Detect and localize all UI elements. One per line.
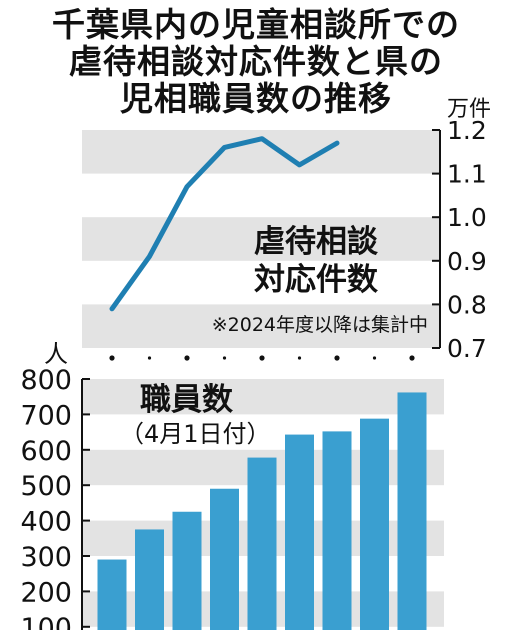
x-category-dot [297, 356, 302, 360]
bar-y-tick-label: 200 [20, 577, 72, 608]
bar [97, 559, 127, 630]
bar [172, 511, 202, 630]
line-y-tick-label: 0.7 [447, 334, 487, 363]
bar-y-tick-label: 600 [20, 436, 72, 467]
bar-y-unit: 人 [44, 340, 68, 368]
title-line-2: 虐待相談対応件数と県の [69, 42, 443, 81]
title-line-1: 千葉県内の児童相談所での [52, 5, 460, 44]
title-line-3: 児相職員数の推移 [120, 79, 392, 118]
bar-y-tick-label: 500 [20, 471, 72, 502]
line-band [82, 217, 440, 261]
x-category-dot [409, 355, 415, 361]
bar [247, 457, 277, 630]
line-y-tick-label: 1.0 [447, 203, 487, 232]
x-category-dot [147, 356, 152, 360]
x-category-dot [259, 355, 265, 361]
bar-y-tick-label: 800 [20, 365, 72, 396]
x-category-dot [222, 356, 227, 360]
line-y-unit: 万件 [447, 97, 491, 122]
x-category-dot [184, 355, 190, 361]
bar [210, 488, 239, 630]
x-category-dot [334, 355, 340, 361]
chart-title: 千葉県内の児童相談所での 虐待相談対応件数と県の 児相職員数の推移 [0, 6, 512, 117]
bar [322, 431, 352, 630]
line-y-tick-label: 0.9 [447, 247, 487, 276]
bar-y-tick-label: 300 [20, 542, 72, 573]
x-category-dot [372, 356, 377, 360]
bar [360, 418, 389, 630]
bar-y-tick-label: 700 [20, 400, 72, 431]
bar [285, 434, 314, 630]
line-annotation: ※2024年度以降は集計中 [212, 314, 428, 336]
bar-subtitle: （4月1日付） [120, 420, 271, 448]
line-y-tick-label: 1.1 [447, 160, 487, 189]
bar [135, 529, 164, 630]
x-category-dot [109, 355, 115, 361]
line-series-label-1: 虐待相談 [254, 224, 379, 260]
bar-y-tick-label: 100 [20, 613, 72, 630]
bar-series-label: 職員数 [140, 382, 233, 418]
bar-band [82, 379, 444, 415]
bar [397, 392, 427, 630]
bar-y-tick-label: 400 [20, 507, 72, 538]
line-series-label-2: 対応件数 [254, 262, 378, 298]
line-y-tick-label: 1.2 [447, 116, 487, 145]
line-y-tick-label: 0.8 [447, 290, 487, 319]
line-band [82, 304, 440, 348]
